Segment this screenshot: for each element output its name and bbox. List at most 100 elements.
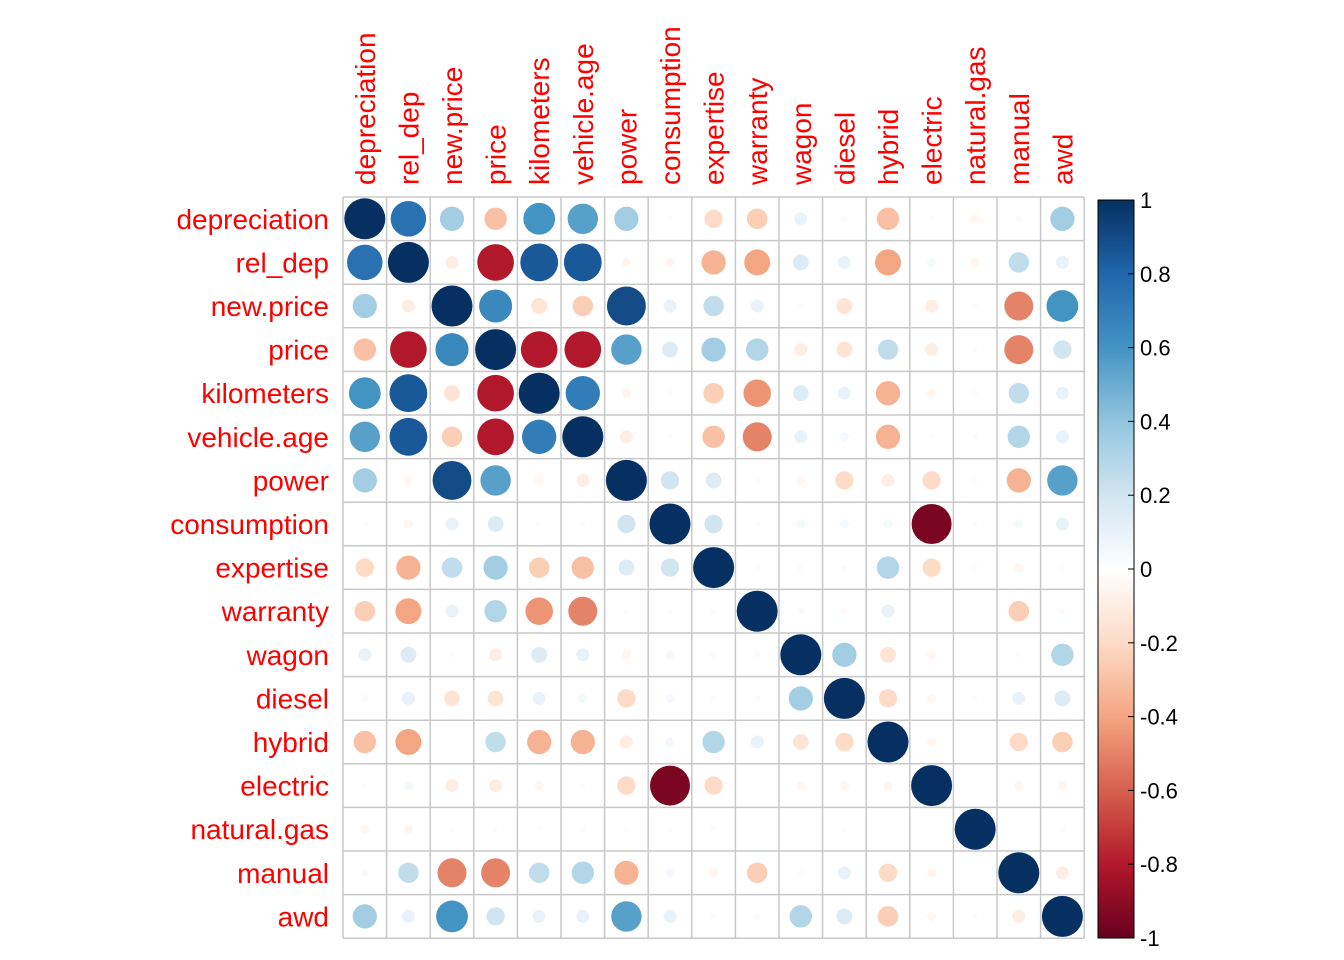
- corr-circle-rel_dep-expertise: [701, 250, 726, 275]
- corr-circle-vehicle.age-hybrid: [875, 424, 901, 449]
- corr-circle-hybrid-vehicle.age: [570, 729, 595, 755]
- corr-circle-consumption-manual: [1014, 519, 1024, 529]
- column-label-warranty: warranty: [742, 78, 773, 186]
- corr-circle-manual-kilometers: [528, 862, 550, 884]
- corr-circle-natural.gas-natural.gas: [954, 808, 996, 850]
- corr-circle-hybrid-wagon: [792, 734, 809, 750]
- corr-circle-expertise-warranty: [754, 564, 761, 571]
- corr-circle-diesel-kilometers: [532, 691, 546, 705]
- corr-circle-diesel-warranty: [753, 694, 761, 702]
- corr-circle-diesel-wagon: [788, 686, 813, 711]
- corr-circle-consumption-power: [617, 514, 636, 534]
- corr-circle-awd-natural.gas: [972, 913, 979, 920]
- row-label-vehicle.age: vehicle.age: [187, 422, 329, 453]
- corr-circle-electric-rel_dep: [403, 781, 413, 791]
- corr-circle-power-power: [605, 459, 647, 501]
- corr-circle-awd-expertise: [710, 913, 717, 920]
- corr-circle-kilometers-power: [621, 388, 631, 398]
- corr-circle-depreciation-wagon: [794, 212, 808, 226]
- column-label-vehicle.age: vehicle.age: [568, 43, 599, 185]
- corr-circle-power-price: [480, 465, 511, 496]
- corr-circle-kilometers-diesel: [837, 386, 851, 400]
- corr-circle-expertise-kilometers: [528, 557, 550, 578]
- corr-circle-wagon-awd: [1051, 643, 1074, 667]
- row-label-new.price: new.price: [211, 291, 329, 322]
- corr-circle-warranty-warranty: [736, 590, 778, 632]
- corr-circle-wagon-wagon: [780, 634, 822, 676]
- corr-circle-electric-electric: [911, 765, 953, 807]
- corr-circle-diesel-consumption: [665, 693, 675, 703]
- corr-circle-electric-kilometers: [534, 781, 544, 791]
- corr-circle-power-kilometers: [534, 475, 544, 485]
- corr-circle-warranty-rel_dep: [395, 598, 422, 625]
- corr-circle-kilometers-new.price: [444, 385, 460, 402]
- corr-circle-manual-rel_dep: [398, 862, 419, 884]
- corr-circle-depreciation-price: [484, 207, 507, 231]
- corr-circle-expertise-vehicle.age: [571, 556, 595, 579]
- corr-circle-natural.gas-expertise: [710, 826, 717, 833]
- corr-circle-new.price-kilometers: [531, 298, 548, 314]
- corr-circle-power-awd: [1047, 465, 1078, 496]
- corr-circle-manual-expertise: [709, 868, 719, 878]
- corr-circle-power-electric: [922, 471, 941, 490]
- corr-circle-diesel-vehicle.age: [578, 693, 588, 703]
- corr-circle-power-consumption: [660, 471, 680, 490]
- row-label-hybrid: hybrid: [253, 727, 329, 758]
- corr-circle-new.price-diesel: [836, 298, 853, 314]
- corr-circle-vehicle.age-consumption: [667, 433, 673, 440]
- corr-circle-diesel-power: [617, 689, 636, 708]
- row-label-wagon: wagon: [245, 640, 329, 671]
- corr-circle-power-vehicle.age: [576, 473, 590, 487]
- column-label-price: price: [481, 124, 512, 185]
- corr-circle-rel_dep-manual: [1008, 252, 1030, 273]
- corr-circle-natural.gas-new.price: [449, 826, 455, 833]
- corr-circle-price-new.price: [435, 333, 469, 367]
- row-label-price: price: [268, 335, 329, 366]
- corr-circle-power-wagon: [796, 475, 806, 485]
- corr-circle-depreciation-hybrid: [876, 207, 900, 231]
- corr-circle-warranty-price: [484, 599, 507, 623]
- corr-circle-expertise-price: [483, 555, 508, 580]
- column-label-consumption: consumption: [655, 26, 686, 185]
- corr-circle-hybrid-expertise: [702, 730, 725, 754]
- corr-circle-power-expertise: [705, 472, 722, 489]
- corr-circle-wagon-warranty: [753, 651, 761, 659]
- color-legend-tick-label: 1: [1140, 188, 1152, 213]
- corr-circle-expertise-hybrid: [876, 556, 900, 579]
- corr-circle-vehicle.age-rel_dep: [389, 417, 428, 456]
- corr-circle-wagon-depreciation: [358, 648, 372, 662]
- column-label-natural.gas: natural.gas: [960, 46, 991, 185]
- column-label-rel_dep: rel_dep: [393, 92, 424, 185]
- corr-circle-hybrid-manual: [1009, 732, 1028, 752]
- corr-circle-warranty-depreciation: [354, 600, 376, 622]
- corr-circle-awd-power: [611, 901, 642, 932]
- corr-circle-hybrid-hybrid: [867, 721, 909, 763]
- corr-circle-electric-depreciation: [361, 782, 368, 789]
- corr-circle-depreciation-warranty: [746, 208, 768, 230]
- corr-circle-electric-expertise: [704, 776, 723, 795]
- corr-circle-vehicle.age-vehicle.age: [562, 416, 604, 458]
- corr-circle-power-diesel: [835, 471, 854, 490]
- corr-circle-natural.gas-price: [492, 826, 499, 833]
- corr-circle-rel_dep-rel_dep: [387, 241, 429, 283]
- corr-circle-diesel-new.price: [444, 690, 460, 707]
- corr-circle-kilometers-wagon: [792, 385, 809, 402]
- corr-circle-manual-hybrid: [878, 863, 898, 882]
- corr-circle-expertise-depreciation: [355, 558, 374, 577]
- corr-circle-manual-awd: [1055, 866, 1069, 880]
- corr-circle-hybrid-rel_dep: [395, 729, 422, 755]
- corr-circle-power-rel_dep: [403, 475, 413, 485]
- corr-circle-hybrid-price: [485, 731, 506, 753]
- corr-circle-rel_dep-power: [621, 257, 631, 267]
- corr-circle-diesel-diesel: [823, 677, 865, 719]
- corr-circle-consumption-warranty: [754, 521, 761, 527]
- corr-circle-kilometers-consumption: [667, 390, 673, 397]
- corr-circle-kilometers-warranty: [743, 379, 771, 407]
- corr-circle-manual-consumption: [665, 868, 675, 878]
- corr-circle-diesel-electric: [927, 693, 937, 703]
- corr-circle-new.price-manual: [1004, 291, 1034, 321]
- corr-circle-hybrid-awd: [1052, 731, 1073, 753]
- corr-circle-diesel-awd: [1054, 690, 1071, 707]
- corr-circle-vehicle.age-kilometers: [522, 419, 557, 454]
